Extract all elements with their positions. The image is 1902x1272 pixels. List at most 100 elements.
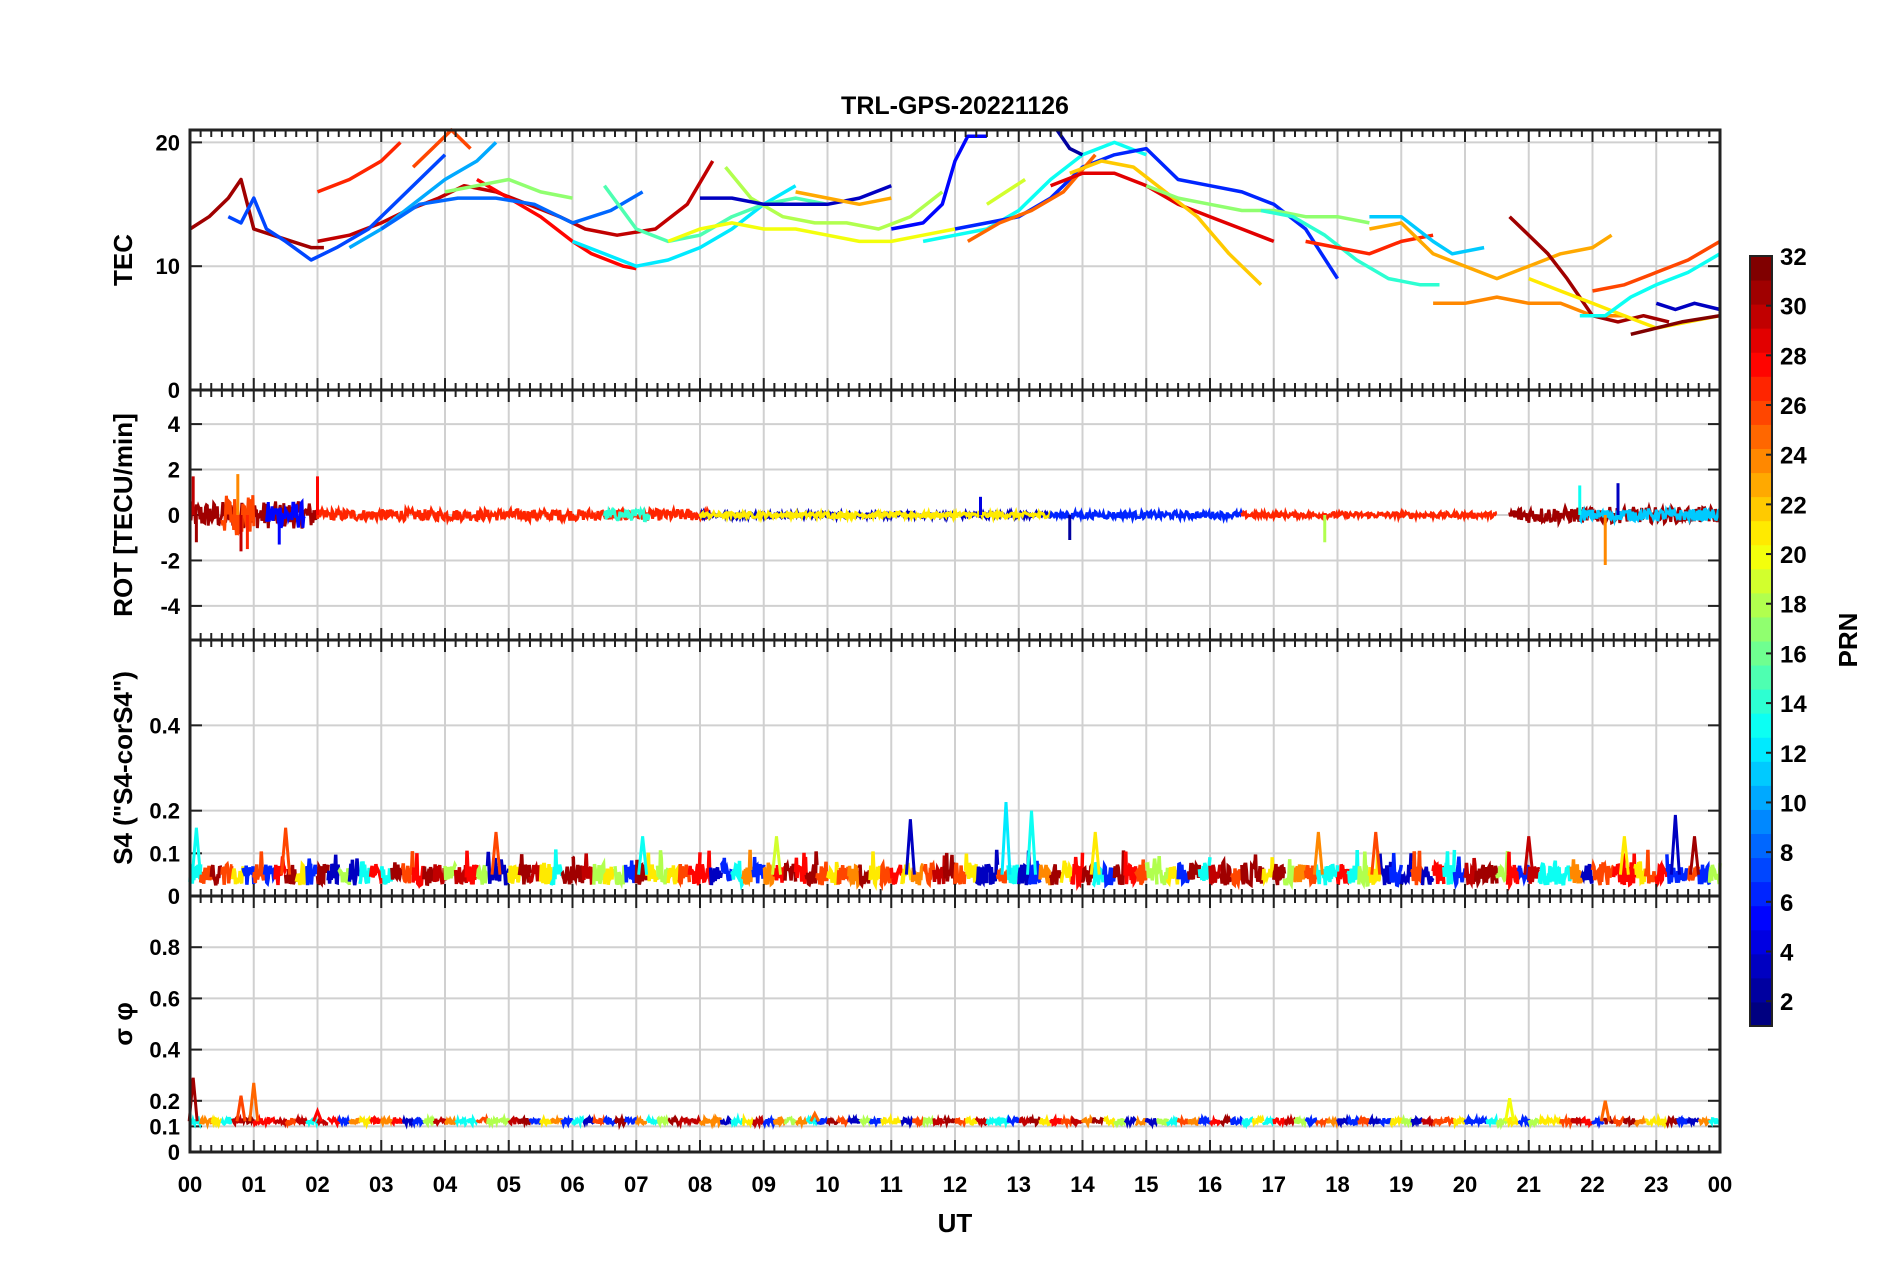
trace-segment-prn-31 <box>1091 1116 1106 1127</box>
tec-line-prn-3 <box>1655 301 1721 312</box>
tec-line-prn-17 <box>444 177 573 200</box>
trace-segment-prn-21 <box>1538 1113 1551 1127</box>
tec-line-prn-10 <box>348 141 498 250</box>
trace-segment-prn-31 <box>283 864 299 885</box>
trace-segment-prn-18 <box>1527 1117 1541 1130</box>
peak-prn-3 <box>904 819 916 875</box>
trace-segment-prn-6 <box>762 1114 776 1130</box>
trace-segment-prn-21 <box>230 866 245 885</box>
trace-segment-prn-13 <box>1261 1115 1275 1128</box>
trace-segment-prn-3 <box>1017 850 1032 886</box>
trace-segment-prn-30 <box>316 1117 329 1127</box>
trace-segment-prn-13 <box>549 849 564 886</box>
peak-prn-21 <box>1089 831 1101 875</box>
colorbar-band <box>1750 737 1772 762</box>
trace-segment-prn-31 <box>613 1113 628 1131</box>
y-axis-label: S4 ("S4-corS4") <box>108 671 138 865</box>
trace-segment-prn-26 <box>1559 1113 1573 1130</box>
trace-segment-prn-21 <box>539 1114 553 1129</box>
trace-segment-prn-26 <box>475 1113 489 1125</box>
trace-segment-prn-26 <box>252 851 267 884</box>
x-tick-label: 18 <box>1325 1172 1349 1197</box>
trace-segment-prn-6 <box>1102 859 1117 889</box>
colorbar-band <box>1750 472 1772 498</box>
x-tick-label: 11 <box>880 1172 903 1197</box>
colorbar-band <box>1750 809 1772 834</box>
rot-trace-prn-5 <box>265 497 306 529</box>
trace-segment-prn-28 <box>369 1114 383 1126</box>
colorbar-tick-label: 22 <box>1780 492 1807 519</box>
rot-trace-prn-27 <box>1240 506 1498 524</box>
trace-segment-prn-21 <box>1548 1113 1563 1127</box>
trace-segment-prn-13 <box>1442 849 1457 885</box>
trace-segment-prn-24 <box>1569 859 1584 884</box>
tec-line-prn-31 <box>189 177 324 250</box>
colorbar-band <box>1750 665 1772 690</box>
peak-prn-25 <box>1599 1100 1611 1122</box>
trace-segment-prn-30 <box>528 860 543 885</box>
colorbar-band <box>1750 953 1772 979</box>
colorbar-band <box>1750 881 1772 907</box>
colorbar-tick-label: 26 <box>1780 393 1807 420</box>
y-tick-label: 2 <box>168 458 180 483</box>
tec-line-prn-23 <box>795 190 892 207</box>
trace-segment-prn-3 <box>1410 1114 1424 1128</box>
trace-segment-prn-3 <box>582 1113 595 1129</box>
trace-segment-prn-30 <box>677 1115 691 1130</box>
trace-segment-prn-6 <box>719 857 733 882</box>
trace-segment-prn-28 <box>1070 852 1085 891</box>
tec-line-prn-32 <box>1630 313 1721 337</box>
trace-segment-prn-3 <box>326 854 341 886</box>
trace-segment-prn-21 <box>602 866 617 885</box>
trace-segment-prn-21 <box>890 1115 903 1125</box>
colorbar-tick-label: 10 <box>1780 790 1807 817</box>
trace-segment-prn-24 <box>709 1113 722 1130</box>
trace-segment-prn-30 <box>1421 1115 1434 1128</box>
trace-segment-prn-18 <box>1400 1113 1414 1129</box>
colorbar-tick-label: 20 <box>1780 542 1807 569</box>
trace-segment-prn-21 <box>645 852 660 883</box>
colorbar-label: PRN <box>1833 613 1863 668</box>
colorbar-tick-label: 8 <box>1780 840 1793 867</box>
y-tick-label: -2 <box>160 548 180 573</box>
trace-segment-prn-24 <box>444 1115 457 1126</box>
trace-segment-prn-28 <box>1580 1115 1594 1129</box>
trace-segment-prn-31 <box>1187 859 1202 880</box>
trace-segment-prn-6 <box>1516 863 1531 887</box>
trace-segment-prn-26 <box>836 865 851 885</box>
colorbar-tick-label: 14 <box>1780 691 1807 718</box>
trace-segment-prn-26 <box>1643 849 1659 884</box>
tec-line-prn-3 <box>700 184 892 207</box>
trace-segment-prn-18 <box>592 857 607 885</box>
colorbar-band <box>1750 929 1772 955</box>
trace-segment-prn-6 <box>815 1116 829 1126</box>
trace-segment-prn-6 <box>1388 852 1404 888</box>
trace-segment-prn-21 <box>825 861 840 886</box>
trace-segment-prn-31 <box>560 866 575 885</box>
trace-segment-prn-6 <box>305 858 320 886</box>
trace-segment-prn-18 <box>783 1115 798 1126</box>
trace-segment-prn-21 <box>1506 1113 1520 1128</box>
x-tick-label: 12 <box>943 1172 967 1197</box>
trace-segment-prn-28 <box>1123 851 1138 889</box>
colorbar-band <box>1750 761 1772 786</box>
trace-segment-prn-31 <box>390 862 405 883</box>
y-tick-label: 0.4 <box>149 1038 180 1063</box>
trace-segment-prn-3 <box>847 1113 861 1125</box>
trace-segment-prn-30 <box>432 864 447 885</box>
trace-segment-prn-26 <box>1314 1117 1329 1129</box>
trace-segment-prn-21 <box>1102 1114 1116 1129</box>
trace-segment-prn-6 <box>528 1116 542 1126</box>
x-tick-label: 03 <box>369 1172 393 1197</box>
colorbar-band <box>1750 785 1772 810</box>
trace-segment-prn-26 <box>879 858 894 892</box>
trace-segment-prn-31 <box>942 852 957 885</box>
x-tick-label: 15 <box>1134 1172 1158 1197</box>
trace-segment-prn-26 <box>400 851 415 884</box>
trace-segment-prn-3 <box>985 849 1000 885</box>
colorbar-frame <box>1749 255 1773 1027</box>
trace-segment-prn-6 <box>241 865 256 885</box>
trace-segment-prn-26 <box>1590 858 1605 886</box>
